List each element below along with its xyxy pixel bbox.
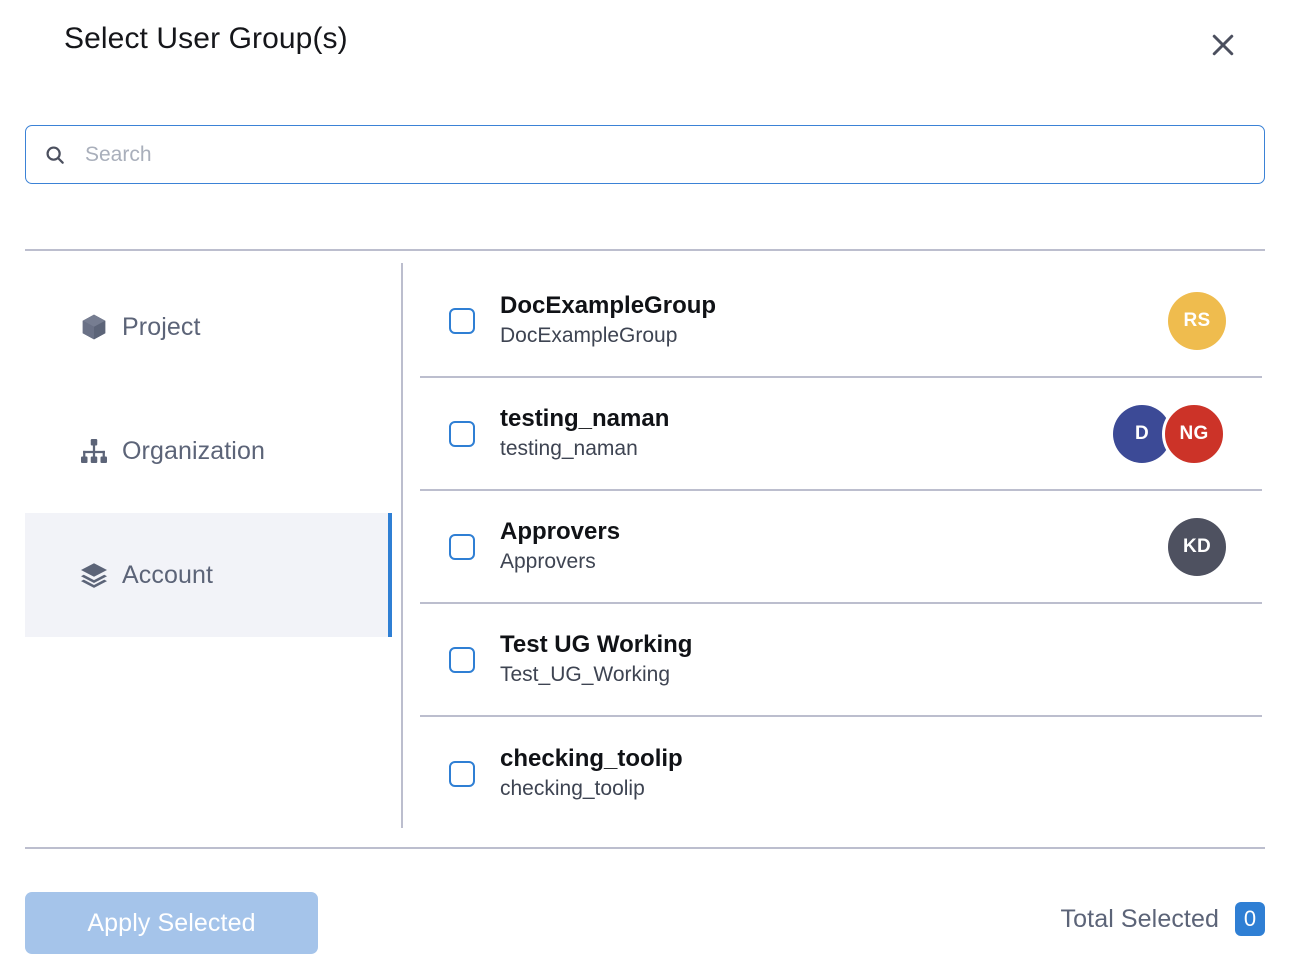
header-divider [25, 249, 1265, 251]
group-description: DocExampleGroup [500, 324, 678, 348]
group-checkbox[interactable] [449, 307, 475, 334]
group-name: Test UG Working [500, 631, 693, 659]
cube-icon [79, 312, 109, 342]
group-name: Approvers [500, 518, 621, 546]
dialog-footer: Apply Selected Total Selected 0 [0, 848, 1290, 970]
group-description: Test_UG_Working [500, 663, 671, 687]
group-name: DocExampleGroup [500, 292, 717, 320]
sidebar-item-account[interactable]: Account [25, 513, 392, 637]
panel-divider [401, 263, 403, 828]
table-row[interactable]: DocExampleGroup DocExampleGroup RS [420, 265, 1262, 378]
group-checkbox[interactable] [449, 420, 475, 447]
status-badge: 0 [1235, 902, 1265, 936]
dialog-header: Select User Group(s) [0, 0, 1290, 92]
table-row[interactable]: Approvers Approvers KD [420, 491, 1262, 604]
sidebar-item-project[interactable]: Project [25, 265, 390, 389]
total-selected: Total Selected 0 [1061, 902, 1265, 936]
sidebar-item-organization[interactable]: Organization [25, 389, 390, 513]
table-row[interactable]: Test UG Working Test_UG_Working [420, 604, 1262, 717]
group-avatars: D NG [1113, 401, 1226, 466]
user-group-list: DocExampleGroup DocExampleGroup RS testi… [420, 265, 1262, 830]
table-row[interactable]: checking_toolip checking_toolip [420, 717, 1262, 830]
group-name: checking_toolip [500, 745, 683, 773]
sitemap-icon [79, 436, 109, 466]
group-description: testing_naman [500, 437, 638, 461]
sidebar-item-label: Project [122, 312, 201, 341]
category-sidebar: Project Organization A [25, 265, 392, 637]
footer-divider [25, 847, 1265, 849]
group-avatars: KD [1168, 517, 1226, 576]
total-selected-label: Total Selected [1060, 904, 1219, 933]
avatar: D [1113, 404, 1171, 463]
group-description: checking_toolip [500, 777, 645, 801]
layers-icon [79, 560, 109, 590]
search-row [25, 125, 1265, 184]
group-text: testing_naman testing_naman [500, 404, 1113, 463]
group-checkbox[interactable] [449, 646, 475, 673]
group-text: checking_toolip checking_toolip [500, 744, 1226, 803]
search-input[interactable] [85, 142, 1246, 167]
group-description: Approvers [500, 550, 596, 574]
sidebar-item-label: Account [122, 560, 214, 589]
group-name: testing_naman [500, 405, 670, 433]
group-text: DocExampleGroup DocExampleGroup [500, 291, 1168, 350]
avatar: RS [1168, 291, 1226, 350]
group-text: Test UG Working Test_UG_Working [500, 630, 1226, 689]
search-box[interactable] [25, 125, 1265, 184]
apply-selected-button[interactable]: Apply Selected [25, 892, 318, 954]
group-checkbox[interactable] [449, 760, 475, 787]
table-row[interactable]: testing_naman testing_naman D NG [420, 378, 1262, 491]
group-checkbox[interactable] [449, 533, 475, 560]
group-avatars: RS [1168, 291, 1226, 350]
close-icon [1208, 30, 1238, 60]
page-title: Select User Group(s) [64, 22, 348, 55]
search-icon [44, 144, 66, 166]
close-button[interactable] [1202, 24, 1244, 66]
sidebar-item-label: Organization [122, 436, 265, 465]
avatar: NG [1162, 401, 1226, 466]
group-text: Approvers Approvers [500, 517, 1168, 576]
avatar: KD [1168, 517, 1226, 576]
